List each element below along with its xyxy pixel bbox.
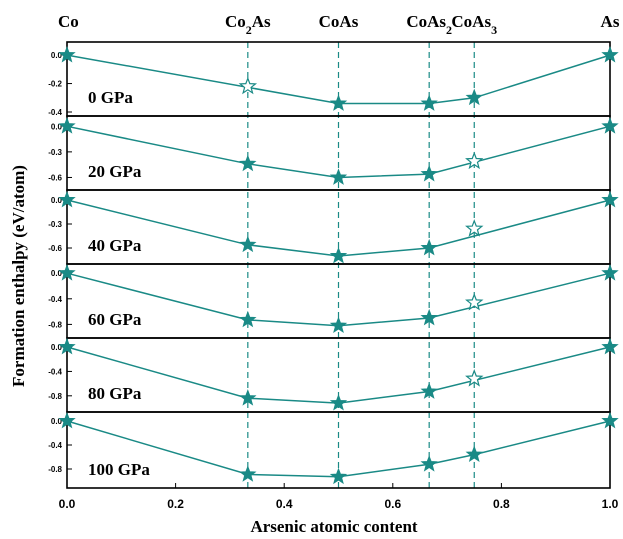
stable-point (58, 264, 76, 281)
stable-point (601, 190, 619, 208)
stable-point (329, 467, 348, 485)
pressure-label: 20 GPa (88, 162, 142, 181)
stable-point (420, 238, 438, 256)
stable-point (420, 308, 438, 326)
stable-point (329, 316, 348, 334)
metastable-point (465, 219, 484, 237)
y-tick-label: 0.0 (51, 417, 63, 426)
stable-point (58, 337, 76, 355)
panel-1: 0.0 -0.3 -0.6 20 GPa (48, 115, 619, 191)
phase-label: CoAs (319, 12, 359, 31)
panel-5: 0.0 -0.4 -0.8 100 GPa (48, 411, 619, 489)
stable-point (329, 246, 348, 264)
phase-label: Co2As (225, 12, 271, 37)
y-tick-label: -0.8 (48, 320, 62, 329)
metastable-point (465, 369, 484, 387)
phase-label: As (601, 12, 620, 31)
y-tick-label: 0.0 (51, 196, 63, 205)
y-tick-label: 0.0 (51, 51, 63, 60)
stable-point (601, 411, 619, 429)
stable-point (239, 310, 257, 328)
y-tick-label: 0.0 (51, 122, 63, 131)
pressure-label: 40 GPa (88, 236, 142, 255)
x-tick-label: 1.0 (602, 497, 619, 511)
panel-0: 0.0 -0.2 -0.4 0 GPa (48, 41, 619, 117)
y-tick-label: -0.3 (48, 220, 62, 229)
phase-label: Co (58, 12, 79, 31)
stable-point (239, 235, 257, 253)
panels: 0.0 -0.2 -0.4 0 GPa 0.0 -0.3 -0.6 20 GPa 0.0 -0.3… (48, 41, 619, 489)
x-tick-label: 0.0 (59, 497, 76, 511)
stable-point (329, 393, 348, 411)
stable-point (420, 164, 438, 182)
metastable-point (465, 292, 484, 311)
phase-guide-lines (247, 42, 475, 488)
panel-2: 0.0 -0.3 -0.6 40 GPa (48, 189, 619, 265)
stable-point (58, 117, 76, 134)
stable-point (58, 45, 76, 63)
y-tick-label: -0.4 (48, 441, 62, 450)
y-tick-label: -0.4 (48, 295, 62, 304)
y-tick-label: -0.6 (48, 173, 62, 182)
stable-point (239, 389, 257, 406)
pressure-label: 60 GPa (88, 310, 142, 329)
y-tick-label: -0.2 (48, 80, 62, 89)
stable-point (239, 154, 257, 172)
hull-line (66, 420, 611, 478)
x-axis-label: Arsenic atomic content (250, 517, 417, 536)
x-tick-label: 0.8 (493, 497, 510, 511)
phase-label: CoAs2 (406, 12, 452, 37)
pressure-label: 100 GPa (88, 460, 150, 479)
phase-labels: Co Co2As CoAs CoAs2 CoAs3 As (58, 12, 620, 37)
y-tick-label: -0.6 (48, 244, 62, 253)
stable-point (420, 382, 438, 399)
stable-point (239, 465, 257, 482)
stable-point (58, 411, 76, 429)
panel-frame (66, 411, 611, 489)
y-tick-label: -0.4 (48, 108, 62, 117)
y-tick-label: 0.0 (51, 343, 63, 352)
y-axis-label: Formation enthalpy (eV/atom) (9, 165, 28, 387)
stable-point (601, 337, 619, 355)
y-tick-label: -0.4 (48, 367, 62, 376)
pressure-label: 0 GPa (88, 88, 133, 107)
x-axis: 0.0 0.2 0.4 0.6 0.8 1.0 (59, 483, 619, 511)
x-tick-label: 0.2 (167, 497, 184, 511)
y-tick-label: -0.8 (48, 392, 62, 401)
y-tick-label: -0.3 (48, 148, 62, 157)
stable-point (420, 455, 438, 472)
stable-point (601, 117, 619, 134)
stable-point (465, 445, 483, 462)
stable-point (601, 45, 619, 63)
panel-4: 0.0 -0.4 -0.8 80 GPa (48, 337, 619, 413)
x-tick-label: 0.6 (384, 497, 401, 511)
pressure-label: 80 GPa (88, 384, 142, 403)
x-tick-label: 0.4 (276, 497, 293, 511)
stable-point (465, 88, 483, 106)
panel-3: 0.0 -0.4 -0.8 60 GPa (48, 263, 619, 339)
metastable-point (465, 151, 484, 170)
stable-point (329, 168, 348, 185)
y-tick-label: -0.8 (48, 465, 62, 474)
y-tick-label: 0.0 (51, 269, 63, 278)
phase-label: CoAs3 (451, 12, 497, 37)
stable-point (601, 264, 619, 281)
stable-point (329, 94, 348, 111)
metastable-point (238, 76, 258, 95)
stable-point (420, 94, 438, 111)
stable-point (58, 190, 76, 208)
